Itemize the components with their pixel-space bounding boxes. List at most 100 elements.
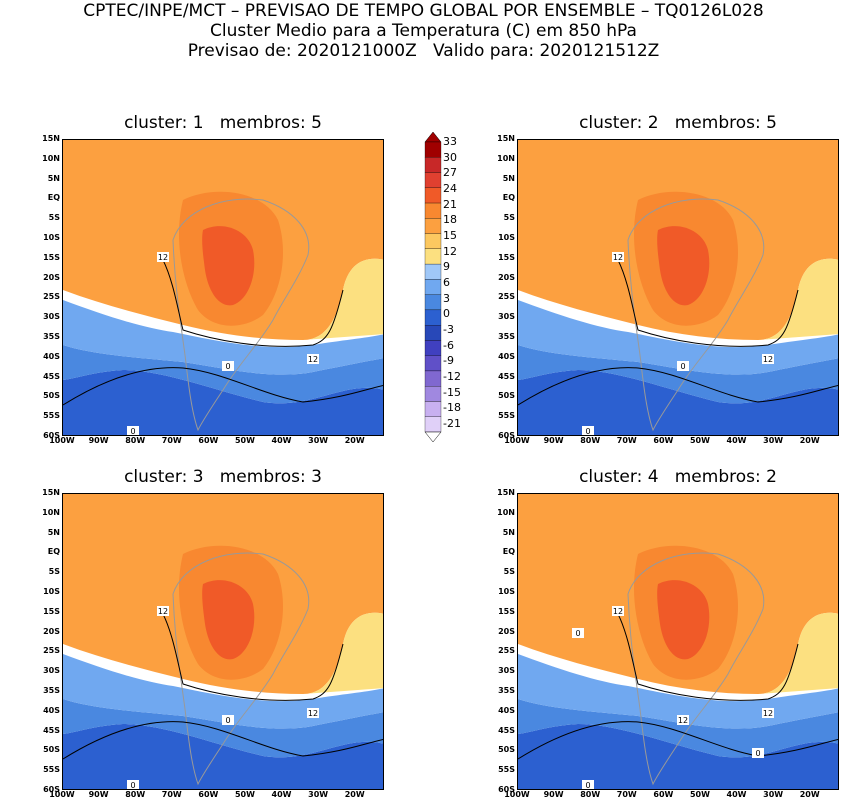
contour-label-box — [157, 252, 169, 262]
lat-label: 5N — [502, 173, 515, 183]
lon-label: 60W — [198, 436, 219, 445]
contour-12 — [162, 613, 344, 701]
lon-label: 60W — [653, 790, 674, 799]
colorbar-swatch — [424, 325, 442, 341]
colorbar-swatch — [424, 294, 442, 311]
contour-label-box — [677, 715, 689, 725]
lat-label: 20S — [43, 272, 60, 282]
region-cold-south — [518, 370, 838, 435]
lat-label: 35S — [498, 686, 515, 695]
lat-label: 15S — [498, 606, 515, 616]
region-mild-band — [63, 300, 383, 375]
contour-label: 0 — [225, 362, 230, 371]
lat-label: 10N — [42, 507, 60, 517]
lon-label: 30W — [763, 436, 784, 445]
lat-label: 35S — [498, 332, 515, 341]
region-cold-south — [518, 724, 838, 789]
colorbar-label: 27 — [443, 166, 457, 180]
colorbar-swatch — [424, 218, 442, 234]
lat-label: 30S — [498, 666, 515, 676]
contour-label: 12 — [613, 253, 623, 262]
contour-label-box — [612, 252, 624, 262]
lon-label: 90W — [88, 436, 109, 445]
lat-label: 50S — [43, 391, 60, 401]
lat-label: 40S — [43, 351, 60, 361]
lat-label: EQ — [47, 193, 60, 203]
region-mild-band — [518, 654, 838, 729]
contour-label-box — [127, 426, 139, 435]
lon-label: 90W — [543, 790, 564, 799]
lon-label: 40W — [726, 436, 747, 445]
contour-label: 0 — [755, 749, 760, 758]
contour-label: 0 — [130, 427, 135, 436]
colorbar-label: -15 — [443, 385, 461, 399]
contour-label-box — [222, 715, 234, 725]
lon-label: 50W — [234, 436, 255, 445]
lon-label: 80W — [125, 790, 146, 799]
colorbar-swatch — [424, 401, 442, 417]
colorbar-swatch — [424, 248, 442, 265]
colorbar-top-arrow — [424, 132, 442, 143]
colorbar-swatch — [424, 386, 442, 402]
lon-label: 30W — [308, 790, 329, 799]
lon-label: 80W — [580, 436, 601, 445]
lat-label: 25S — [43, 292, 60, 302]
map-panel-1: 12 12 0 0 — [62, 139, 384, 436]
region-hottest-core — [202, 580, 255, 660]
region-mild-band — [63, 654, 383, 729]
contour-label-box — [307, 354, 319, 364]
map-svg: 12 12 0 0 — [63, 494, 383, 790]
region-mild-band — [518, 300, 838, 375]
contour-label: 12 — [763, 709, 773, 718]
map-panel-2: 12 12 0 0 — [517, 139, 839, 436]
contour-label: 12 — [308, 355, 318, 364]
lon-label: 90W — [543, 436, 564, 445]
colorbar-swatch — [424, 202, 442, 219]
panel-3-title: cluster: 3 membros: 3 — [124, 467, 322, 487]
region-cold-south — [63, 724, 383, 789]
lat-label: 5N — [502, 527, 515, 537]
lat-label: EQ — [47, 547, 60, 557]
contour-label-box — [612, 606, 624, 616]
lat-label: 15S — [43, 252, 60, 262]
colorbar-label: 3 — [443, 291, 450, 305]
contour-12 — [617, 259, 799, 347]
lon-label: 20W — [344, 790, 365, 799]
lon-label: 100W — [504, 436, 530, 445]
contour-label: 12 — [763, 355, 773, 364]
lat-label: 55S — [498, 411, 515, 421]
colorbar-label: 9 — [443, 260, 450, 274]
lat-label: 25S — [498, 646, 515, 656]
contour-label-box — [677, 361, 689, 371]
colorbar — [424, 132, 442, 442]
colorbar-swatch — [424, 416, 442, 433]
lat-label: 15N — [497, 134, 515, 143]
lat-label: 5S — [503, 567, 515, 577]
lat-label: EQ — [502, 193, 515, 203]
lat-label: 45S — [43, 725, 60, 735]
lon-label: 100W — [49, 436, 75, 445]
lat-label: EQ — [502, 547, 515, 557]
lat-label: 55S — [43, 765, 60, 775]
lat-label: 10S — [43, 587, 60, 596]
contour-0 — [518, 367, 838, 406]
lat-label: 50S — [43, 745, 60, 755]
colorbar-label: 21 — [443, 197, 457, 211]
lat-label: 10S — [498, 587, 515, 596]
lat-label: 45S — [498, 371, 515, 381]
lat-label: 40S — [43, 705, 60, 715]
colorbar-swatch — [424, 355, 442, 372]
lon-label: 90W — [88, 790, 109, 799]
contour-label: 0 — [130, 781, 135, 790]
region-cool-band — [518, 699, 838, 758]
lon-label: 40W — [271, 436, 292, 445]
map-svg: 12 12 0 0 — [518, 140, 838, 435]
lat-label: 10N — [497, 507, 515, 517]
colorbar-swatch — [424, 370, 442, 387]
panel-1-title: cluster: 1 membros: 5 — [124, 113, 322, 133]
lat-label: 60S — [43, 431, 60, 440]
colorbar-label: -9 — [443, 354, 454, 368]
lon-label: 50W — [234, 790, 255, 799]
lat-label: 15N — [42, 488, 60, 497]
colorbar-label: 0 — [443, 307, 450, 321]
